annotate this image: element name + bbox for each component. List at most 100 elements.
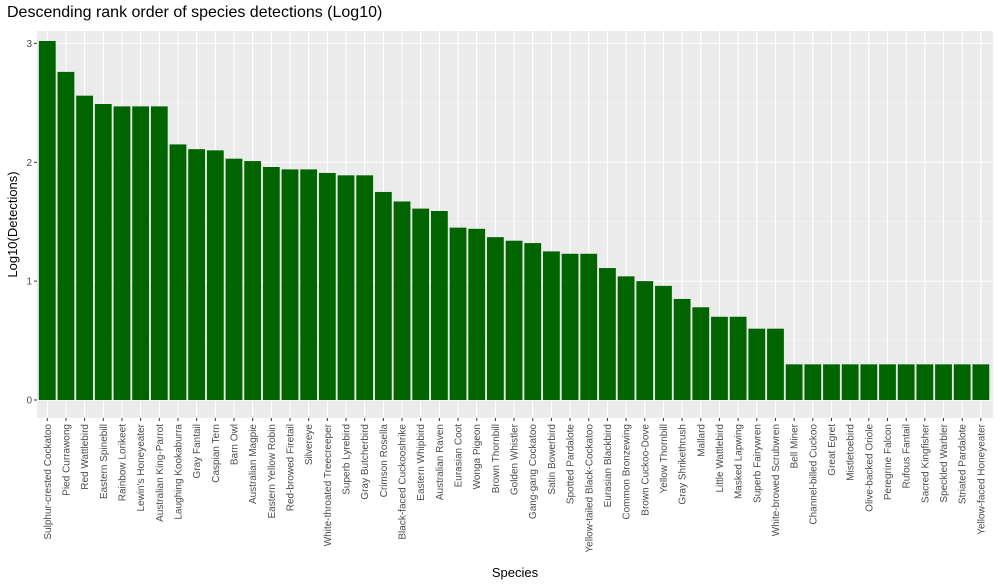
bar [561,253,579,400]
x-tick-label: Silvereye [304,424,315,466]
x-tick-label: Yellow Thornbill [659,424,670,494]
bar [393,201,411,400]
x-tick-label: White-browed Scrubwren [771,424,782,536]
x-tick-label: Pied Currawong [61,424,72,496]
x-tick-label: Channel-billed Cuckoo [808,424,819,525]
y-axis: 0 1 2 3 [26,39,37,407]
bar [711,316,728,400]
bar [748,328,766,400]
bar [225,158,243,400]
x-tick-label: Australian Magpie [248,424,259,504]
x-tick-label: Eurasian Coot [454,424,465,488]
x-tick-label: Common Bronzewing [622,424,633,520]
bar [318,172,336,400]
bar [655,285,672,400]
x-tick-label: Brown Thornbill [491,424,502,493]
x-tick-label: Wonga Pigeon [472,424,483,489]
bar [374,191,392,400]
y-axis-title: Log10(Detections) [5,171,20,277]
x-tick-label: Yellow-tailed Black-Cockatoo [584,424,595,553]
x-tick-label: Eurasian Blackbird [603,424,614,507]
bar [76,95,94,400]
x-tick-label: Gang-gang Cockatoo [528,424,539,520]
x-tick-label: Lewin's Honeyeater [136,423,147,511]
x-tick-label: Laughing Kookaburra [173,424,184,520]
bar [636,281,654,400]
x-axis-title: Species [492,565,539,580]
x-tick-label: Eastern Spinebill [99,424,110,499]
x-tick-label: Striated Pardalote [958,424,969,504]
bar [281,169,299,400]
bar [897,364,915,400]
x-tick-label: Speckled Warbler [939,423,950,502]
x-tick-label: Sacred Kingfisher [920,423,931,503]
y-tick-label: 2 [26,158,32,169]
x-tick-label: Gray Fantail [192,424,203,478]
x-tick-label: Red-browed Firetail [286,424,297,511]
bar [599,268,616,400]
bar [449,227,467,400]
x-tick-label: Great Egret [827,424,838,476]
x-tick-label: Satin Bowerbird [547,424,558,495]
bar [150,106,168,400]
bar [953,364,971,400]
x-tick-label: Black-faced Cuckooshrike [398,424,409,540]
bar [356,175,374,400]
bar [767,328,784,400]
bar [169,144,187,400]
x-tick-label: Caspian Tern [211,424,222,483]
x-tick-label: Rainbow Lorikeet [117,424,128,501]
x-tick-label: White-throated Treecreeper [323,423,334,546]
chart-title: Descending rank order of species detecti… [7,4,383,21]
bar [505,240,523,400]
bar [841,364,859,400]
bar [300,169,318,400]
bar [524,243,542,400]
bar [337,175,355,400]
x-tick-label: Mallard [696,424,707,457]
x-tick-label: Gray Butcherbird [360,424,371,500]
x-tick-label: Mistletoebird [846,424,857,481]
y-tick-label: 0 [26,396,32,407]
bar [57,71,75,400]
x-tick-label: Little Wattlebird [715,424,726,493]
bar [692,307,710,400]
bar [38,41,56,400]
x-tick-label: Eastern Yellow Robin [267,424,278,519]
bar [617,276,635,400]
x-tick-label: Yellow-faced Honeyeater [976,423,987,534]
bar [785,364,803,400]
bar [823,364,840,400]
x-tick-label: Red Wattlebird [80,424,91,490]
bar [916,364,934,400]
x-tick-label: Brown Cuckoo-Dove [640,424,651,516]
bar [729,316,747,400]
bar [543,251,560,400]
bar [673,298,691,400]
bar [132,106,150,400]
bar [262,167,280,400]
bar [972,364,990,400]
bar [468,228,486,400]
y-tick-label: 1 [26,277,32,288]
x-tick-label: Rufous Fantail [902,424,913,488]
x-tick-label: Crimson Rosella [379,424,390,498]
bar [804,364,822,400]
bar [188,149,206,400]
bar [486,237,504,400]
y-tick-label: 3 [26,39,32,50]
x-tick-label: Australian King-Parrot [155,424,166,522]
x-tick-label: Golden Whistler [510,423,521,495]
x-tick-label: Superb Lyrebird [342,424,353,495]
bar [580,253,598,400]
x-axis: Sulphur-crested Cockatoo Pied Currawong Re… [43,418,987,553]
bar [860,364,878,400]
bar [113,106,131,400]
x-tick-label: Peregrine Falcon [883,424,894,500]
bar [412,208,430,400]
x-tick-label: Masked Lapwing [734,424,745,499]
bar [244,161,262,400]
bar [94,104,112,401]
bar [935,364,952,400]
